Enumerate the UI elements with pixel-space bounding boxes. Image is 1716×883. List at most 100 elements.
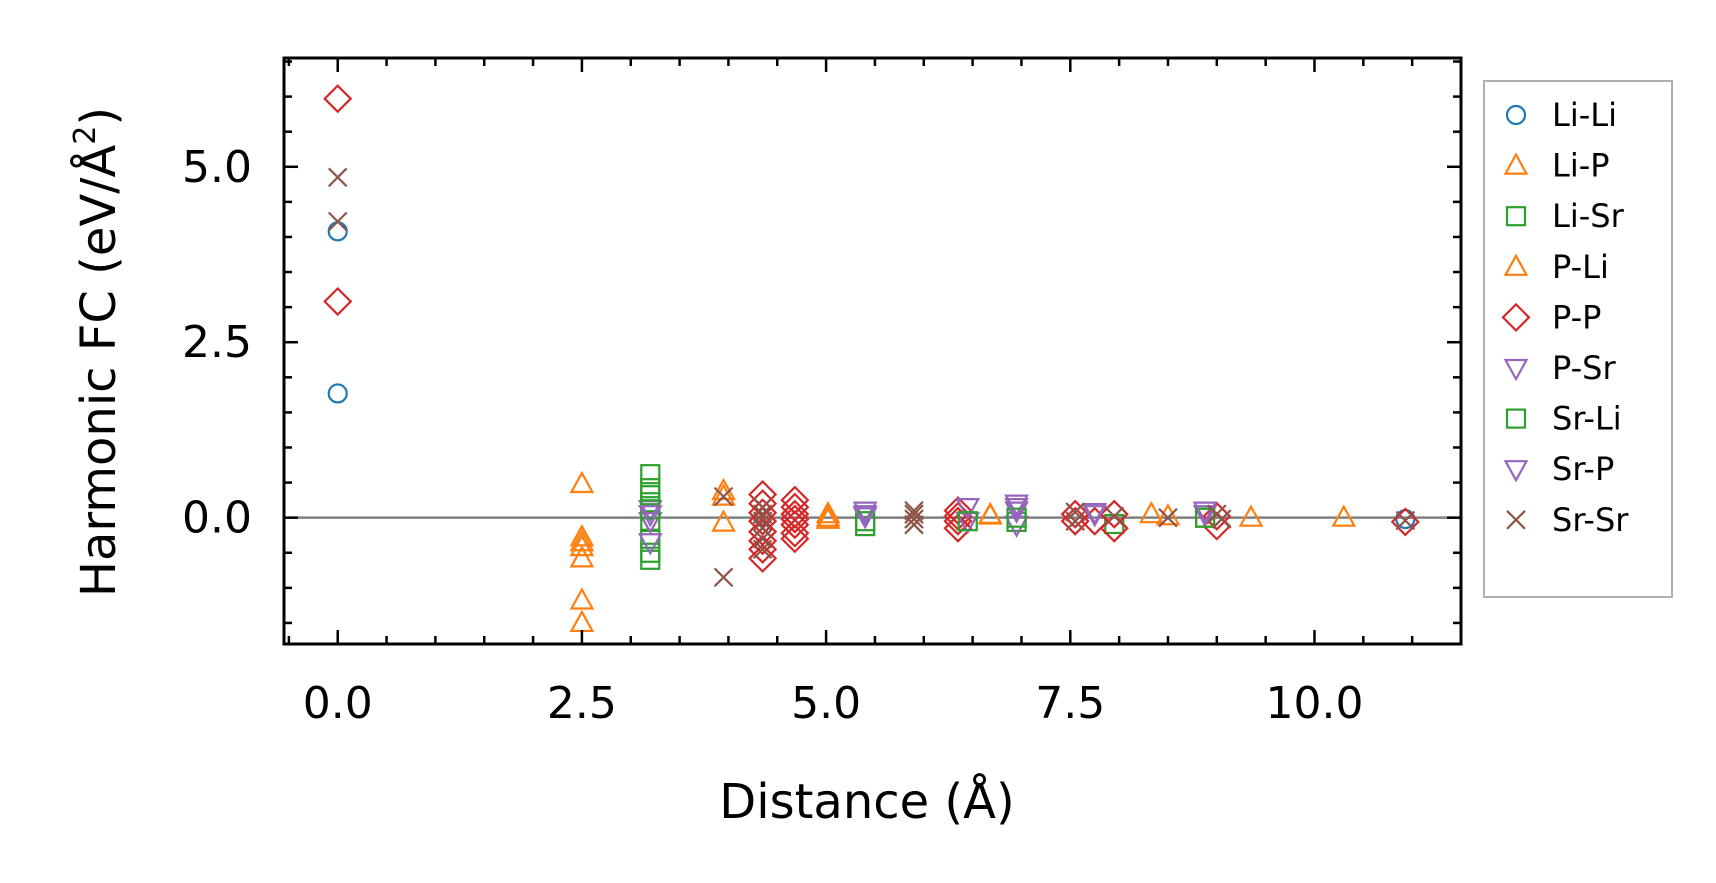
data-point — [323, 286, 353, 317]
legend-marker — [1505, 408, 1527, 429]
data-point — [711, 477, 736, 501]
series-sr-p — [637, 498, 1218, 530]
legend-frame — [1483, 80, 1673, 598]
series-p-li — [711, 483, 1003, 527]
data-point — [752, 539, 773, 560]
data-point — [1082, 505, 1108, 528]
data-point — [323, 84, 353, 114]
data-point — [852, 507, 878, 530]
legend-label: Li-Li — [1552, 96, 1617, 134]
legend-label: Sr-Sr — [1552, 501, 1629, 539]
x-tick-label: 10.0 — [1266, 678, 1364, 729]
data-point — [569, 587, 595, 610]
data-point — [855, 511, 876, 532]
data-point — [640, 549, 661, 570]
data-point — [1060, 499, 1090, 529]
data-point — [904, 509, 924, 529]
data-point — [569, 470, 595, 494]
data-point — [1060, 506, 1090, 536]
data-point — [1238, 504, 1264, 527]
y-axis-tick-labels: 0.0 2.5 5.0 — [182, 142, 252, 544]
x-tick-label: 0.0 — [303, 678, 373, 729]
legend-label: Li-P — [1552, 147, 1610, 185]
data-point — [640, 478, 661, 499]
legend-marker — [1505, 104, 1527, 126]
data-point — [748, 498, 778, 528]
legend-marker — [1506, 510, 1526, 530]
data-point — [780, 510, 810, 540]
data-point — [1004, 501, 1029, 524]
data-point — [752, 497, 773, 517]
legend-item-sr-p: Sr-P — [1503, 450, 1614, 488]
plot-frame — [282, 56, 1463, 646]
data-point — [1139, 500, 1164, 524]
data-point — [1331, 504, 1357, 527]
legend-label: Sr-P — [1552, 450, 1614, 488]
data-point — [815, 500, 841, 524]
series-li-p — [569, 470, 1357, 633]
data-point — [640, 485, 661, 506]
data-point — [904, 500, 924, 521]
data-point — [943, 513, 973, 543]
data-point — [1065, 511, 1085, 531]
data-point — [327, 167, 348, 188]
x-axis-tick-labels: 0.0 2.5 5.0 7.5 10.0 — [303, 678, 1364, 729]
data-point — [904, 514, 924, 535]
data-point — [1202, 501, 1232, 531]
data-point — [1192, 505, 1218, 528]
legend-label: P-Sr — [1552, 349, 1616, 387]
legend-item-sr-li: Sr-Li — [1505, 400, 1622, 438]
data-point — [1155, 502, 1181, 526]
legend-label: Li-Sr — [1552, 197, 1625, 235]
data-point — [327, 221, 348, 242]
data-point — [1099, 499, 1129, 529]
plot-area — [282, 56, 1463, 646]
data-point — [752, 511, 773, 531]
data-point — [713, 486, 734, 507]
x-tick-label: 7.5 — [1035, 678, 1105, 729]
data-point — [1158, 507, 1178, 528]
data-point — [569, 609, 595, 633]
data-point — [711, 483, 736, 506]
data-point — [748, 534, 778, 564]
series-p-p — [323, 84, 1420, 573]
data-point — [637, 512, 663, 535]
data-point — [637, 533, 663, 556]
data-point — [713, 567, 734, 588]
data-point — [1395, 510, 1416, 531]
legend-marker — [1503, 253, 1529, 276]
data-point — [748, 506, 778, 536]
y-axis-label: Harmonic FC (eV/Å2) — [68, 107, 127, 597]
x-tick-label: 2.5 — [547, 678, 617, 729]
legend-marker — [1503, 358, 1529, 382]
legend-item-li-p: Li-P — [1503, 147, 1610, 185]
data-point — [569, 545, 595, 568]
y-axis-label-superscript: 2 — [68, 126, 103, 145]
data-point — [569, 533, 595, 557]
data-point — [815, 504, 841, 527]
data-point — [327, 383, 348, 404]
y-axis-label-main: Harmonic FC (eV/Å — [70, 145, 127, 598]
legend-marker — [1503, 460, 1529, 483]
data-point — [748, 479, 778, 510]
legend-item-p-p: P-P — [1501, 298, 1601, 336]
legend-label: P-P — [1552, 298, 1601, 336]
data-point — [1006, 507, 1027, 528]
data-point — [1390, 507, 1420, 537]
legend-item-sr-sr: Sr-Sr — [1506, 501, 1629, 539]
series-li-li — [327, 221, 1416, 530]
data-point — [955, 498, 981, 521]
data-markers — [323, 84, 1420, 633]
x-axis-ticks — [287, 58, 1463, 644]
y-axis-label-close: ) — [71, 107, 127, 126]
data-point — [748, 543, 778, 573]
data-point — [1065, 502, 1085, 522]
data-point — [1211, 509, 1232, 529]
data-point — [327, 211, 348, 232]
data-point — [1104, 506, 1125, 527]
legend-label: Sr-Li — [1552, 400, 1622, 438]
legend-marker — [1503, 152, 1529, 175]
data-point — [1004, 498, 1029, 521]
legend-item-li-sr: Li-Sr — [1505, 197, 1625, 235]
